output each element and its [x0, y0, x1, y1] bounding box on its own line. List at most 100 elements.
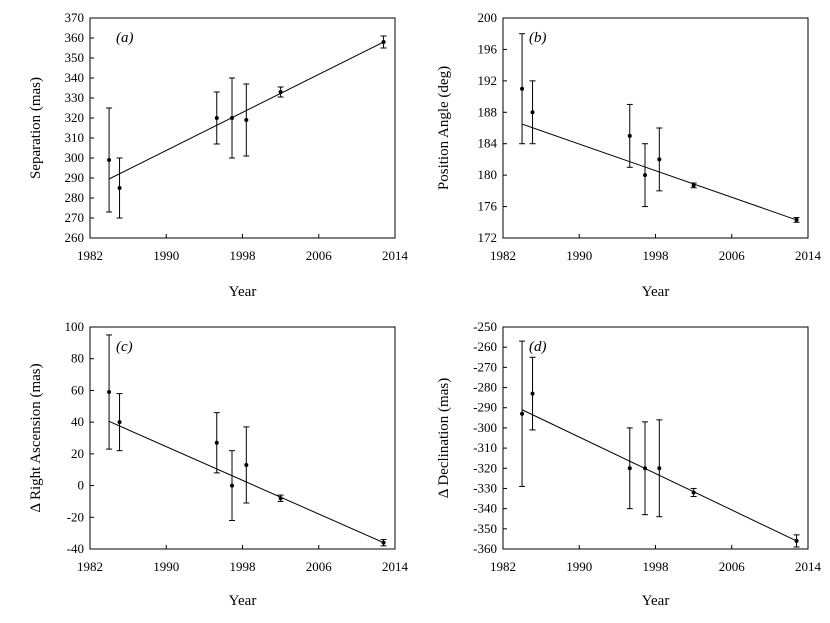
y-tick-label: 180 — [478, 167, 498, 182]
y-tick-label: 330 — [65, 90, 85, 105]
data-point — [107, 158, 112, 162]
data-point — [244, 462, 249, 467]
data-point — [117, 186, 122, 190]
y-tick-label: 310 — [65, 130, 85, 145]
data-point — [643, 173, 648, 178]
y-tick-label: 340 — [65, 70, 85, 85]
plot-frame — [89, 326, 396, 550]
data-point — [627, 466, 632, 471]
data-point — [627, 133, 632, 138]
y-tick-label: 192 — [478, 73, 498, 88]
x-tick-label: 1990 — [153, 559, 179, 574]
x-tick-label: 1998 — [230, 559, 256, 574]
data-point — [278, 90, 283, 94]
data-point — [794, 538, 799, 543]
x-tick-label: 2006 — [306, 248, 333, 263]
y-axis-label: Δ Declination (mas) — [436, 378, 452, 498]
x-axis-label: Year — [642, 284, 670, 300]
x-tick-label: 1982 — [77, 248, 103, 263]
y-tick-label: -360 — [473, 541, 497, 556]
data-point — [230, 116, 235, 120]
panel-d: -360 -350 -340 -330 -320 -310 -300 -290 -280 -270… — [436, 319, 822, 609]
y-tick-label: -350 — [473, 521, 497, 536]
y-tick-label: -330 — [473, 480, 497, 495]
x-axis-label: Year — [642, 593, 670, 609]
y-tick-label: 20 — [71, 446, 84, 461]
data-point — [520, 86, 525, 91]
panel-label: (d) — [529, 339, 547, 355]
y-axis-label: Position Angle (deg) — [436, 66, 452, 190]
plot-frame — [502, 326, 809, 550]
x-tick-label: 2014 — [795, 559, 822, 574]
data-point — [381, 40, 386, 44]
plot-frame — [89, 17, 396, 239]
y-tick-label: 360 — [65, 30, 85, 45]
y-axis-label: Separation (mas) — [28, 77, 44, 179]
x-tick-label: 1990 — [566, 248, 592, 263]
y-tick-label: -20 — [67, 509, 84, 524]
y-tick-label: 320 — [65, 110, 85, 125]
data-point — [214, 116, 219, 120]
y-tick-label: -320 — [473, 460, 497, 475]
y-tick-label: -290 — [473, 400, 497, 415]
x-tick-label: 2014 — [382, 559, 409, 574]
y-tick-label: 200 — [478, 10, 498, 25]
data-point — [530, 110, 535, 115]
x-tick-label: 2006 — [719, 248, 746, 263]
y-tick-label: -260 — [473, 339, 497, 354]
panel-label: (a) — [116, 30, 134, 46]
panel-b: 172 176 180 184 188 192 196 200 1982 1990 1998 2006… — [436, 10, 822, 300]
y-tick-label: 40 — [71, 414, 84, 429]
x-tick-label: 1982 — [77, 559, 103, 574]
y-tick-label: 270 — [65, 210, 85, 225]
x-tick-label: 1982 — [490, 248, 516, 263]
data-point — [117, 420, 122, 425]
data-point — [691, 183, 696, 188]
y-tick-label: 300 — [65, 150, 85, 165]
y-tick-label: -250 — [473, 319, 497, 334]
plot-frame — [502, 17, 809, 239]
x-tick-label: 1998 — [230, 248, 256, 263]
data-point — [230, 483, 235, 488]
y-tick-label: 260 — [65, 230, 85, 245]
y-tick-label: 188 — [478, 104, 498, 119]
y-tick-label: 184 — [478, 136, 498, 151]
x-tick-label: 2006 — [306, 559, 333, 574]
y-tick-label: 0 — [78, 478, 85, 493]
y-tick-label: 350 — [65, 50, 85, 65]
data-point — [244, 118, 249, 122]
data-point — [107, 390, 112, 395]
x-axis-label: Year — [229, 593, 257, 609]
y-tick-label: 370 — [65, 10, 85, 25]
y-tick-label: 172 — [478, 230, 498, 245]
x-tick-label: 1990 — [153, 248, 179, 263]
y-tick-label: 290 — [65, 170, 85, 185]
data-point — [657, 157, 662, 162]
y-tick-label: -310 — [473, 440, 497, 455]
y-tick-label: 196 — [478, 41, 498, 56]
x-axis-label: Year — [229, 284, 257, 300]
data-point — [278, 496, 283, 501]
panel-label: (c) — [116, 339, 133, 355]
data-point — [657, 466, 662, 471]
x-tick-label: 2014 — [382, 248, 409, 263]
data-point — [214, 440, 219, 445]
data-point — [643, 466, 648, 471]
x-tick-label: 1990 — [566, 559, 592, 574]
x-tick-label: 1982 — [490, 559, 516, 574]
panel-label: (b) — [529, 30, 547, 46]
data-point — [520, 411, 525, 416]
y-tick-label: -270 — [473, 359, 497, 374]
x-tick-label: 1998 — [643, 559, 669, 574]
data-point — [381, 540, 386, 545]
y-tick-label: 60 — [71, 382, 84, 397]
data-point — [794, 217, 799, 222]
y-tick-label: 80 — [71, 351, 84, 366]
data-point — [530, 391, 535, 396]
y-tick-label: 280 — [65, 190, 85, 205]
y-axis-label: Δ Right Ascension (mas) — [28, 363, 44, 512]
y-tick-label: -280 — [473, 380, 497, 395]
y-tick-label: -40 — [67, 541, 84, 556]
x-tick-label: 1998 — [643, 248, 669, 263]
